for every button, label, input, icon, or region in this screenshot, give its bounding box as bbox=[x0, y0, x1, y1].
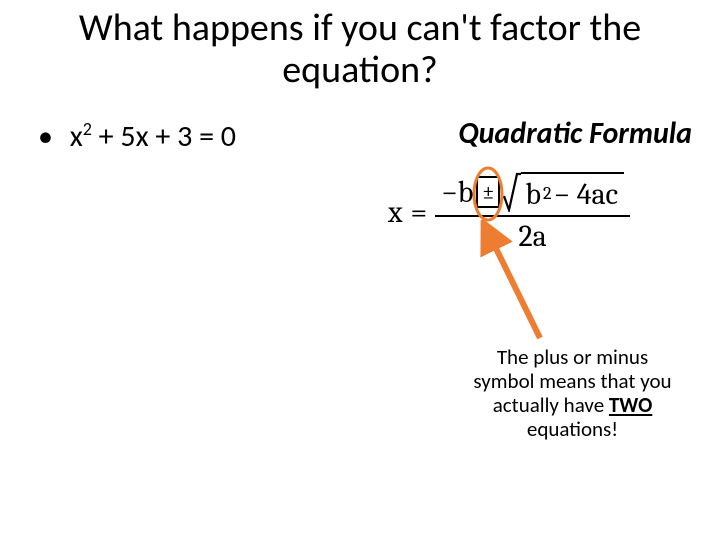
sqrt: b2 − 4ac bbox=[503, 172, 624, 212]
slide: What happens if you can't factor the equ… bbox=[0, 0, 720, 540]
radicand: b2 − 4ac bbox=[521, 172, 624, 212]
formula-equals: = bbox=[411, 195, 428, 230]
caption-text: The plus or minus symbol means that you … bbox=[455, 345, 690, 442]
slide-title: What happens if you can't factor the equ… bbox=[0, 8, 720, 92]
bullet-marker: • bbox=[38, 118, 53, 155]
caption-emphasis: TWO bbox=[609, 392, 652, 418]
formula-numerator: −b ± b2 − 4ac bbox=[435, 172, 630, 217]
equation-text: x2 + 5x + 3 = 0 bbox=[70, 118, 236, 155]
formula-x: x bbox=[388, 195, 403, 230]
quadratic-formula-heading: Quadratic Formula bbox=[458, 115, 692, 152]
callout-arrow-icon bbox=[440, 220, 560, 360]
highlight-oval-icon bbox=[468, 164, 508, 224]
equation-bullet: • x2 + 5x + 3 = 0 bbox=[38, 118, 236, 155]
